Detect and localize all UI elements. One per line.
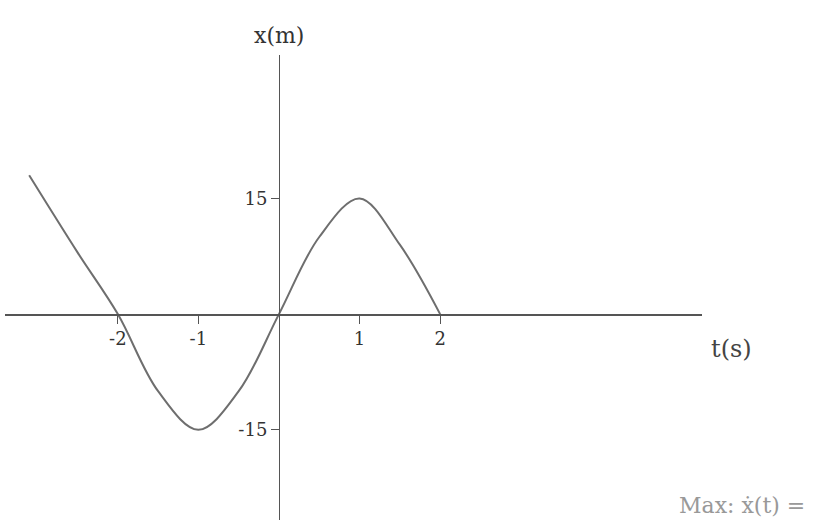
svg-text:t(s): t(s) — [711, 335, 752, 363]
svg-text:2: 2 — [434, 328, 445, 349]
svg-text:Max: ẋ(t) =: Max: ẋ(t) = — [679, 493, 805, 518]
svg-text:-1: -1 — [190, 328, 208, 349]
svg-text:1: 1 — [354, 328, 365, 349]
svg-text:x(m): x(m) — [254, 23, 304, 48]
svg-text:15: 15 — [244, 188, 267, 209]
svg-text:-15: -15 — [238, 419, 267, 440]
svg-text:-2: -2 — [109, 328, 127, 349]
